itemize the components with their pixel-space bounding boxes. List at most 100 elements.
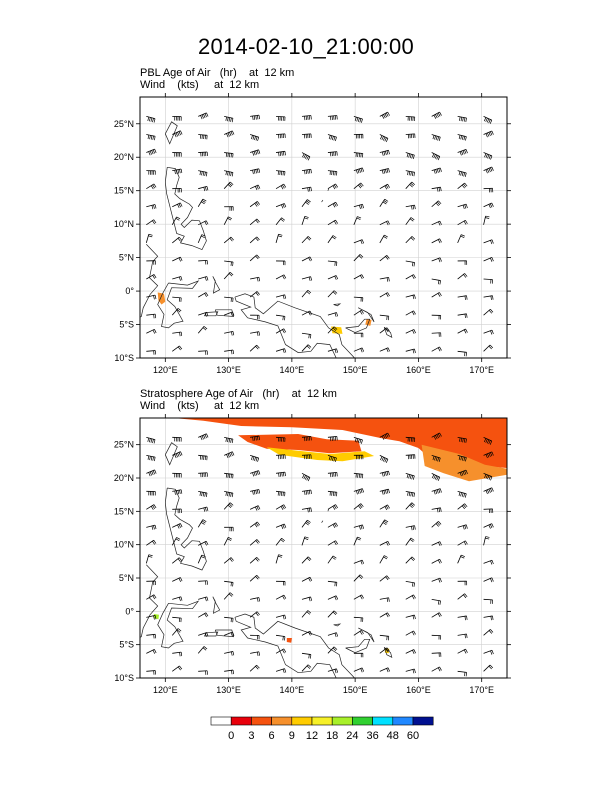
wind-barb bbox=[405, 274, 416, 280]
wind-barb bbox=[172, 596, 183, 602]
wind-barb-flag bbox=[205, 612, 209, 617]
wind-barb-flag bbox=[361, 347, 365, 352]
wind-barb-flag bbox=[410, 537, 415, 541]
wind-barb-flag bbox=[465, 220, 468, 224]
wind-barb-flag bbox=[409, 474, 412, 479]
wind-barb-shaft bbox=[431, 521, 439, 528]
wind-barb-flag bbox=[177, 346, 181, 351]
wind-barb bbox=[405, 133, 416, 139]
wind-barb-shaft bbox=[275, 594, 285, 600]
wind-barb-flag bbox=[458, 455, 461, 460]
wind-barb-flag bbox=[251, 135, 253, 140]
wind-barb-shaft bbox=[379, 220, 389, 226]
wind-barb-flag bbox=[461, 492, 464, 497]
wind-barb bbox=[457, 454, 467, 462]
wind-barb bbox=[483, 523, 494, 529]
wind-barb-flag bbox=[463, 504, 467, 509]
filled-region bbox=[157, 292, 166, 305]
wind-barb-flag bbox=[310, 169, 312, 174]
wind-barb-flag bbox=[439, 600, 441, 605]
wind-barb-flag bbox=[253, 471, 256, 476]
wind-barb-shaft bbox=[250, 168, 259, 172]
wind-barb-flag bbox=[283, 183, 287, 188]
wind-barb-flag bbox=[483, 438, 487, 443]
wind-barb-flag bbox=[333, 202, 337, 207]
wind-barb-flag bbox=[406, 153, 409, 158]
wind-barb-flag bbox=[413, 492, 415, 497]
wind-barb bbox=[224, 170, 234, 177]
wind-barb-flag bbox=[382, 457, 386, 462]
wind-barb bbox=[431, 432, 442, 440]
wind-barb-flag bbox=[360, 560, 363, 565]
wind-barb-flag bbox=[255, 186, 258, 191]
wind-barb-flag bbox=[462, 525, 465, 530]
wind-barb bbox=[327, 595, 339, 601]
wind-barb bbox=[250, 331, 261, 336]
wind-barb-flag bbox=[437, 239, 441, 244]
wind-barb bbox=[457, 203, 468, 210]
wind-barb-flag bbox=[206, 112, 209, 117]
wind-barb bbox=[405, 329, 416, 334]
wind-barb-flag bbox=[412, 155, 415, 160]
wind-barb-flag bbox=[414, 668, 416, 673]
wind-barb-flag bbox=[254, 203, 258, 207]
wind-barb bbox=[405, 436, 416, 442]
wind-barb-flag bbox=[178, 578, 181, 582]
wind-barb-flag bbox=[412, 329, 415, 334]
wind-barb-flag bbox=[153, 540, 157, 544]
wind-barb-flag bbox=[154, 457, 156, 462]
wind-barb-flag bbox=[256, 470, 259, 476]
wind-barb bbox=[379, 111, 390, 119]
wind-barb bbox=[353, 436, 363, 444]
coastline bbox=[358, 307, 375, 323]
wind-barb-flag bbox=[258, 115, 260, 120]
wind-barb-flag bbox=[256, 150, 259, 155]
wind-barb-flag bbox=[432, 455, 435, 461]
wind-barb bbox=[457, 219, 468, 226]
wind-barb-shaft bbox=[172, 168, 182, 172]
wind-barb bbox=[301, 630, 313, 636]
wind-barb-flag bbox=[306, 557, 311, 561]
wind-barb-flag bbox=[252, 472, 255, 477]
wind-barb bbox=[146, 294, 157, 300]
wind-barb bbox=[301, 610, 312, 618]
wind-barb-flag bbox=[232, 349, 234, 355]
wind-barb-flag bbox=[153, 219, 157, 224]
wind-barb-flag bbox=[459, 116, 461, 121]
wind-barb-flag bbox=[383, 114, 386, 119]
wind-barb-flag bbox=[177, 308, 182, 312]
wind-barb-flag bbox=[410, 182, 414, 187]
wind-barb-flag bbox=[200, 235, 205, 238]
wind-barb bbox=[198, 311, 209, 317]
wind-barb bbox=[146, 524, 157, 530]
wind-barb-flag bbox=[308, 654, 310, 659]
wind-barb-flag bbox=[282, 615, 285, 620]
wind-barb-shaft bbox=[353, 116, 363, 120]
wind-barb bbox=[276, 436, 286, 442]
wind-barb bbox=[483, 329, 494, 335]
wind-barb bbox=[431, 346, 442, 352]
wind-barb-shaft bbox=[431, 454, 441, 459]
wind-barb-flag bbox=[152, 595, 156, 600]
wind-barb-flag bbox=[359, 489, 361, 494]
wind-barb-flag bbox=[199, 491, 202, 496]
wind-barb-flag bbox=[334, 669, 337, 674]
wind-barb-flag bbox=[174, 490, 176, 495]
wind-barb bbox=[379, 220, 390, 226]
wind-barb-shaft bbox=[276, 170, 286, 172]
wind-barb-flag bbox=[148, 554, 153, 557]
coastline bbox=[164, 166, 207, 251]
wind-barb-flag bbox=[382, 201, 387, 205]
wind-barb-shaft bbox=[250, 331, 260, 334]
wind-barb bbox=[223, 272, 234, 280]
wind-barb-flag bbox=[407, 491, 409, 496]
wind-barb bbox=[249, 236, 260, 244]
wind-barb bbox=[353, 167, 364, 174]
wind-barb-flag bbox=[413, 274, 416, 279]
wind-barb bbox=[457, 670, 467, 677]
wind-barb-flag bbox=[490, 167, 493, 172]
wind-barb bbox=[457, 490, 467, 498]
wind-barb-shaft bbox=[198, 220, 207, 226]
wind-barb-flag bbox=[200, 522, 205, 525]
wind-barb-flag bbox=[284, 614, 287, 619]
